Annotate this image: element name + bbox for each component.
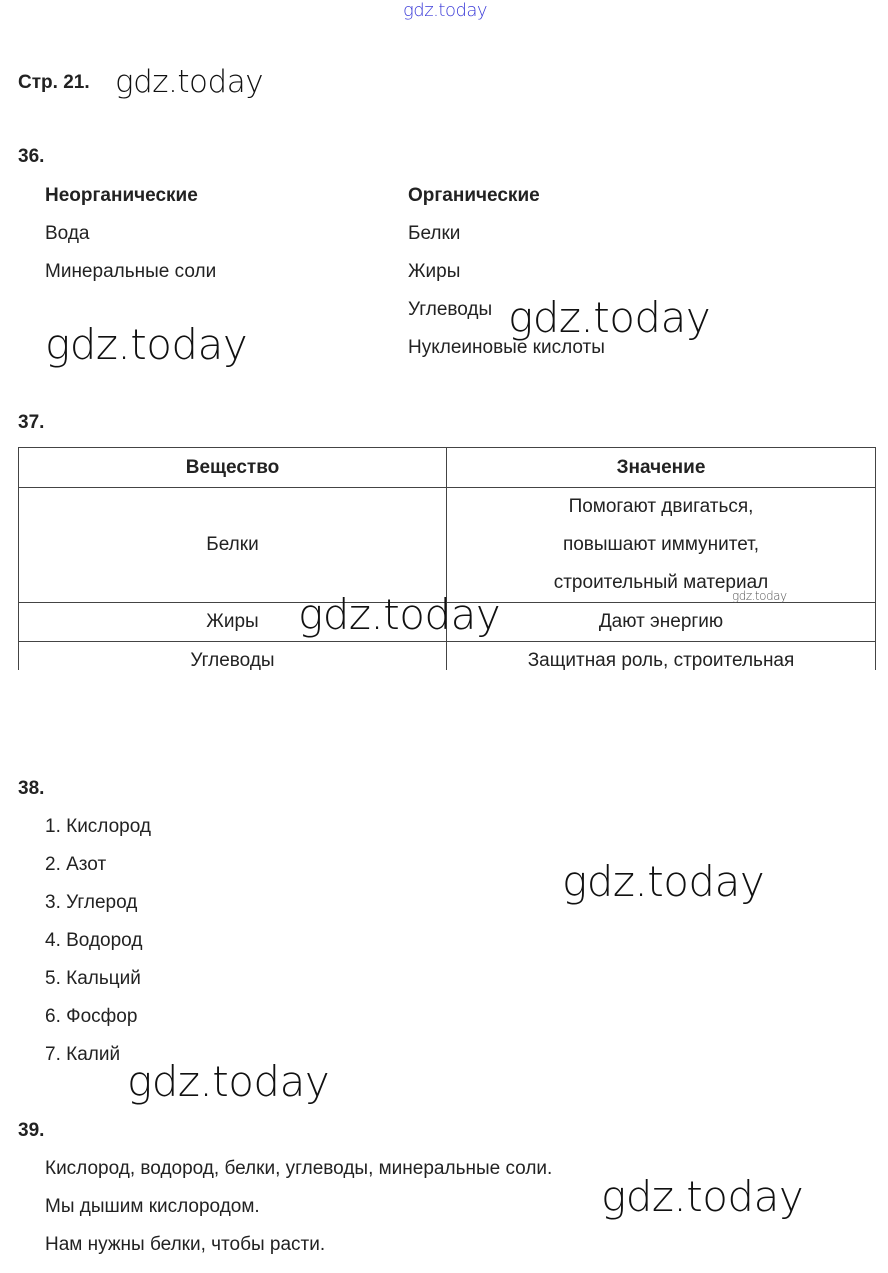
- question-38-number: 38.: [18, 778, 45, 799]
- question-37-number: 37.: [18, 412, 45, 433]
- page-title: Стр. 21.: [18, 72, 90, 93]
- substance-cell: Белки: [18, 487, 447, 603]
- meaning-cell: Дают энергию: [446, 602, 876, 642]
- organic-item: Углеводы: [408, 299, 493, 320]
- element-item: 1. Кислород: [45, 816, 151, 837]
- substance-cell: Углеводы: [18, 641, 447, 670]
- substance-cell: Жиры: [18, 602, 447, 642]
- watermark: gdz.today: [127, 1057, 330, 1106]
- element-item: 6. Фосфор: [45, 1006, 138, 1027]
- substances-table: Вещество Значение Белки Помогают двигать…: [18, 447, 876, 670]
- watermark-small: gdz.today: [732, 589, 787, 603]
- table-row: Белки Помогают двигаться, повышают иммун…: [18, 487, 876, 603]
- substances-table-wrap: Вещество Значение Белки Помогают двигать…: [18, 447, 876, 670]
- organic-heading: Органические: [408, 185, 540, 206]
- header-meaning: Значение: [446, 447, 876, 488]
- meaning-line: повышают иммунитет,: [562, 534, 760, 555]
- answer-line: Кислород, водород, белки, углеводы, мине…: [45, 1158, 553, 1179]
- meaning-line: строительный материал: [553, 572, 769, 593]
- header-substance: Вещество: [18, 447, 447, 488]
- meaning-cell: Защитная роль, строительная: [446, 641, 876, 670]
- inorganic-item: Минеральные соли: [45, 261, 217, 282]
- answer-line: Мы дышим кислородом.: [45, 1196, 260, 1217]
- watermark: gdz.today: [45, 320, 248, 369]
- element-item: 2. Азот: [45, 854, 107, 875]
- table-header-row: Вещество Значение: [18, 447, 876, 488]
- element-item: 5. Кальций: [45, 968, 141, 989]
- organic-item: Жиры: [408, 261, 461, 282]
- watermark: gdz.today: [562, 857, 765, 906]
- watermark: gdz.today: [115, 64, 264, 100]
- element-item: 3. Углерод: [45, 892, 138, 913]
- table-row: Жиры Дают энергию: [18, 602, 876, 642]
- meaning-line: Помогают двигаться,: [568, 496, 754, 517]
- question-36-number: 36.: [18, 146, 45, 167]
- organic-item: Нуклеиновые кислоты: [408, 337, 605, 358]
- question-39-number: 39.: [18, 1120, 45, 1141]
- meaning-cell: Помогают двигаться, повышают иммунитет, …: [446, 487, 876, 603]
- watermark-top: gdz.today: [403, 0, 488, 21]
- organic-item: Белки: [408, 223, 461, 244]
- watermark: gdz.today: [508, 293, 711, 342]
- watermark: gdz.today: [601, 1172, 804, 1221]
- element-item: 4. Водород: [45, 930, 143, 951]
- answer-line: Нам нужны белки, чтобы расти.: [45, 1234, 326, 1255]
- watermark: gdz.today: [298, 590, 501, 639]
- inorganic-item: Вода: [45, 223, 90, 244]
- inorganic-heading: Неорганические: [45, 185, 198, 206]
- table-row: Углеводы Защитная роль, строительная: [18, 641, 876, 670]
- element-item: 7. Калий: [45, 1044, 121, 1065]
